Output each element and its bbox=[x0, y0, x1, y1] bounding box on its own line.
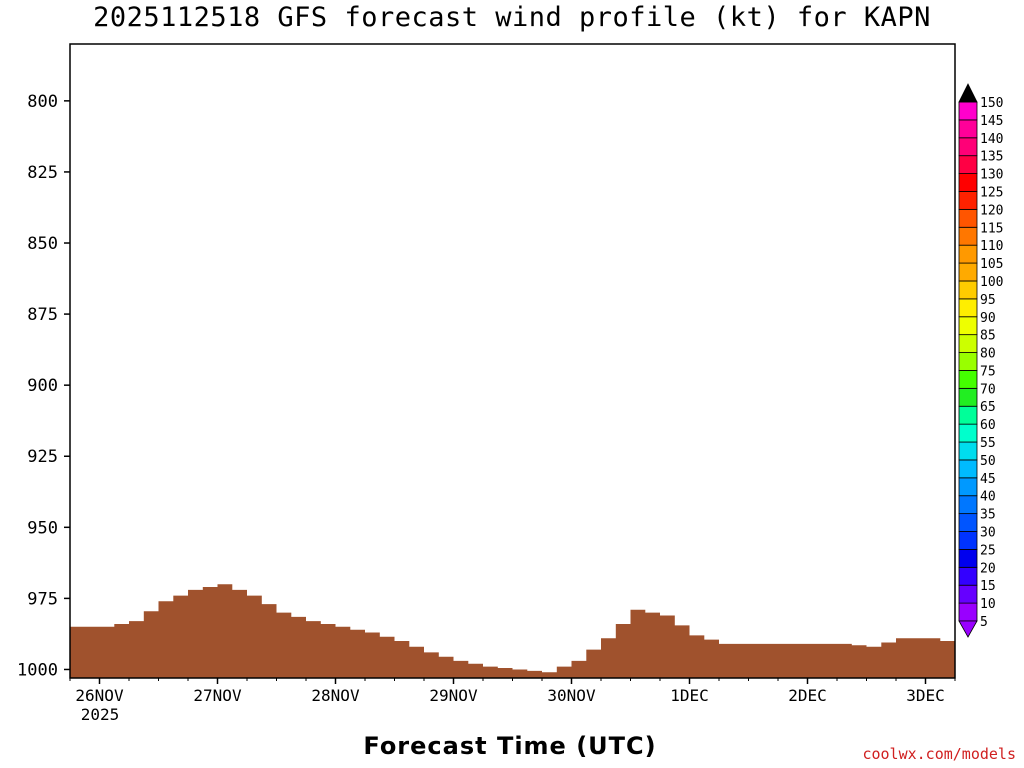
colorbar: 5 10 15 20 25 30 35 40 45 50 55 60 65 70 75 80 85 90 95 100… bbox=[958, 83, 1003, 638]
colorbar-segment bbox=[958, 387, 978, 407]
x-tick-label: 30NOV bbox=[547, 686, 596, 705]
y-tick-label: 875 bbox=[27, 305, 58, 325]
colorbar-segment bbox=[958, 119, 978, 139]
colorbar-label: 55 bbox=[980, 436, 996, 451]
colorbar-label: 45 bbox=[980, 472, 996, 487]
colorbar-label: 90 bbox=[980, 311, 996, 326]
colorbar-segment bbox=[958, 137, 978, 157]
chart-title: 2025112518 GFS forecast wind profile (kt… bbox=[93, 2, 931, 33]
colorbar-label: 15 bbox=[980, 579, 996, 594]
y-axis: 800 825 850 875 900 925 950 975 1000 bbox=[17, 92, 70, 680]
colorbar-segment bbox=[958, 262, 978, 282]
colorbar-label: 100 bbox=[980, 275, 1003, 290]
colorbar-label: 75 bbox=[980, 364, 996, 379]
colorbar-segment bbox=[958, 316, 978, 336]
plot-frame bbox=[69, 43, 956, 679]
colorbar-segment bbox=[958, 352, 978, 371]
colorbar-label: 80 bbox=[980, 347, 996, 362]
colorbar-segment bbox=[958, 191, 978, 210]
y-tick-label: 925 bbox=[27, 447, 58, 467]
colorbar-segment bbox=[958, 423, 978, 443]
colorbar-segment bbox=[958, 441, 978, 461]
colorbar-label: 25 bbox=[980, 543, 996, 558]
colorbar-segment bbox=[958, 602, 978, 622]
y-tick-label: 800 bbox=[27, 92, 58, 112]
colorbar-label: 35 bbox=[980, 508, 996, 523]
y-tick-label: 900 bbox=[27, 376, 58, 396]
colorbar-segment bbox=[958, 459, 978, 479]
colorbar-segment bbox=[958, 155, 978, 174]
colorbar-label: 70 bbox=[980, 382, 996, 397]
colorbar-label: 135 bbox=[980, 150, 1003, 165]
surface-terrain bbox=[70, 584, 955, 678]
y-tick-label: 825 bbox=[27, 163, 58, 183]
colorbar-label: 50 bbox=[980, 454, 996, 469]
colorbar-label: 95 bbox=[980, 293, 996, 308]
colorbar-label: 140 bbox=[980, 132, 1003, 147]
x-tick-label: 3DEC bbox=[906, 686, 945, 705]
colorbar-label: 125 bbox=[980, 185, 1003, 200]
colorbar-label: 60 bbox=[980, 418, 996, 433]
colorbar-label: 150 bbox=[980, 96, 1003, 111]
colorbar-label: 5 bbox=[980, 615, 988, 630]
x-tick-label: 26NOV bbox=[75, 686, 124, 705]
colorbar-segment bbox=[958, 244, 978, 264]
y-tick-label: 850 bbox=[27, 234, 58, 254]
colorbar-segment bbox=[958, 513, 978, 532]
colorbar-segment bbox=[958, 584, 978, 604]
colorbar-segment bbox=[958, 298, 978, 318]
colorbar-segment bbox=[958, 226, 978, 246]
colorbar-label: 10 bbox=[980, 597, 996, 612]
colorbar-label: 105 bbox=[980, 257, 1003, 272]
colorbar-segment bbox=[958, 370, 978, 389]
colorbar-segment bbox=[958, 549, 978, 568]
x-tick-label: 2DEC bbox=[788, 686, 827, 705]
y-tick-label: 950 bbox=[27, 518, 58, 538]
colorbar-max-arrow bbox=[958, 83, 978, 103]
colorbar-segment bbox=[958, 531, 978, 550]
colorbar-label: 40 bbox=[980, 490, 996, 505]
x-axis-title: Forecast Time (UTC) bbox=[363, 732, 657, 760]
y-tick-label: 975 bbox=[27, 589, 58, 609]
colorbar-segment bbox=[958, 334, 978, 353]
colorbar-segment bbox=[958, 280, 978, 300]
colorbar-label: 85 bbox=[980, 329, 996, 344]
colorbar-label: 20 bbox=[980, 561, 996, 576]
colorbar-segment bbox=[958, 495, 978, 515]
x-tick-label: 28NOV bbox=[311, 686, 360, 705]
colorbar-segment bbox=[958, 101, 978, 121]
credit-text: coolwx.com/models bbox=[862, 745, 1016, 763]
colorbar-segment bbox=[958, 405, 978, 425]
x-axis: 26NOV 27NOV 28NOV 29NOV 30NOV 1DEC 2DEC 3DEC bbox=[69, 678, 956, 705]
x-tick-label: 29NOV bbox=[429, 686, 478, 705]
colorbar-label: 115 bbox=[980, 221, 1003, 236]
y-tick-label: 1000 bbox=[17, 660, 58, 680]
colorbar-segment bbox=[958, 477, 978, 497]
colorbar-segment bbox=[958, 566, 978, 586]
colorbar-label: 30 bbox=[980, 526, 996, 541]
colorbar-label: 110 bbox=[980, 239, 1003, 254]
x-tick-label: 1DEC bbox=[670, 686, 709, 705]
colorbar-segment bbox=[958, 208, 978, 228]
terrain-fill bbox=[70, 584, 955, 678]
colorbar-segment bbox=[958, 173, 978, 192]
colorbar-label: 120 bbox=[980, 203, 1003, 218]
x-axis-year-label: 2025 bbox=[81, 705, 120, 724]
x-tick-label: 27NOV bbox=[193, 686, 242, 705]
colorbar-label: 130 bbox=[980, 168, 1003, 183]
colorbar-label: 145 bbox=[980, 114, 1003, 129]
colorbar-min-arrow bbox=[958, 620, 978, 638]
colorbar-label: 65 bbox=[980, 400, 996, 415]
